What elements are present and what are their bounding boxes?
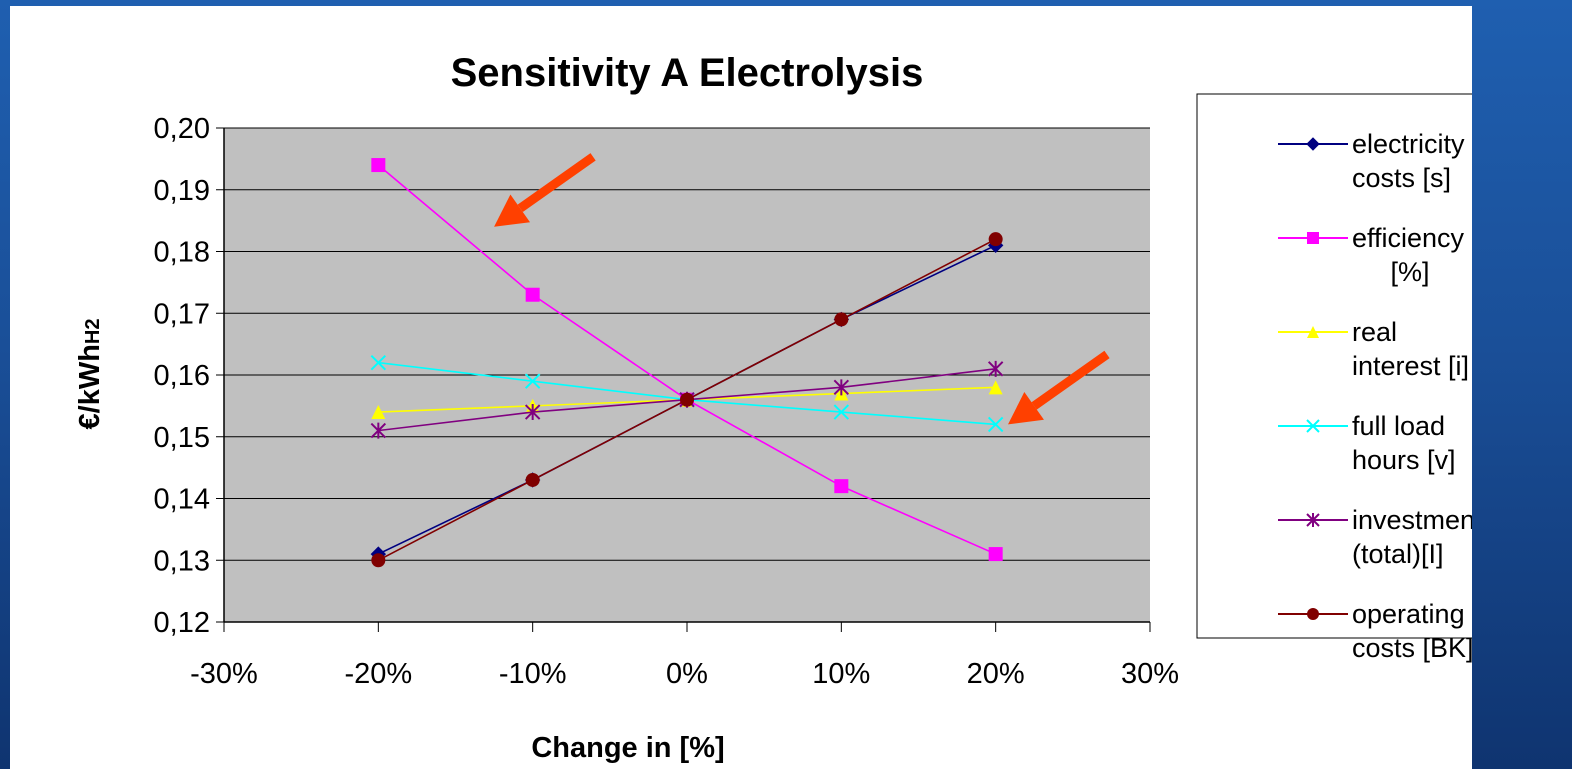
annotations [494,153,1110,425]
y-tick-label: 0,17 [154,298,210,330]
data-point [371,405,386,420]
legend-label: investment [1352,505,1472,535]
y-tick-label: 0,13 [154,545,210,577]
y-tick-label: 0,20 [154,113,210,145]
data-point [987,416,1004,433]
series-layer [370,158,1004,568]
legend-label: hours [v] [1352,445,1456,475]
data-point [987,360,1004,377]
legend-item: real interest [i] [1278,317,1469,381]
legend-label: costs [s] [1352,163,1451,193]
arrow-shaft [1031,350,1110,410]
y-axis-title-main: €/kWh [74,344,106,429]
data-point [371,158,386,173]
legend-label: real [1352,317,1397,347]
data-point [1306,419,1320,433]
slide-panel: Sensitivity A Electrolysis 0,12 0,13 0,14 0… [10,6,1472,769]
data-point [370,422,387,439]
legend-box [1196,93,1472,639]
legend-label: electricity [1352,129,1465,159]
y-tick-label: 0,14 [154,484,210,516]
data-point [371,553,386,568]
data-point [833,404,850,420]
data-point [525,287,540,302]
axes: 0,12 0,13 0,14 0,15 0,16 0,17 0,18 0,19 0,20 -30%… [154,113,1179,690]
series-operating-costs-bk [371,232,1003,568]
y-tick-label: 0,18 [154,237,210,269]
y-axis-title-subscript: H2 [82,319,104,345]
legend-label: operating [1352,599,1465,629]
arrow-shaft [517,153,596,212]
annotation-arrow [494,153,596,227]
annotation-arrow [1008,350,1110,425]
data-point [680,392,694,407]
x-tick-label: -10% [499,658,567,690]
data-point [1307,232,1319,244]
x-tick-label: 0% [666,658,708,690]
data-point [834,312,849,327]
x-tick-label: -30% [190,658,258,690]
chart: Sensitivity A Electrolysis 0,120,130,140… [74,51,1472,764]
data-point [988,547,1003,562]
data-point [1306,137,1320,151]
arrow-head [494,194,531,227]
legend-item: operating costs [BK] [1278,599,1472,663]
data-point [833,379,850,396]
x-tick-label: 30% [1121,658,1179,690]
legend: electricity costs [s] efficiency [%] real int… [1278,129,1472,663]
legend-item: full load hours [v] [1278,411,1456,475]
y-tick-label: 0,19 [154,175,210,207]
arrow-head [1008,392,1044,425]
data-point [524,404,541,421]
y-tick-label: 0,16 [154,360,210,392]
legend-item: electricity costs [s] [1278,129,1465,193]
data-point [525,472,540,487]
data-point [1307,326,1319,338]
data-point [1306,513,1320,527]
x-tick-label: 10% [812,658,870,690]
legend-item: efficiency [%] [1278,223,1465,287]
legend-label: full load [1352,411,1445,441]
data-point [988,232,1003,247]
legend-label: (total)[I] [1352,539,1444,569]
y-tick-label: 0,12 [154,607,210,639]
legend-label: costs [BK] [1352,633,1472,663]
chart-title: Sensitivity A Electrolysis [451,51,924,95]
x-axis-title: Change in [%] [531,732,724,764]
data-point [834,479,849,494]
x-tick-label: -20% [344,658,412,690]
y-axis-title: €/kWhH2 [74,319,106,430]
legend-label: efficiency [1352,223,1465,253]
y-tick-label: 0,15 [154,422,210,454]
legend-label: [%] [1390,257,1429,287]
legend-label: interest [i] [1352,351,1469,381]
data-point [370,354,387,371]
data-point [988,380,1003,395]
legend-item: investment (total)[I] [1278,505,1472,569]
x-tick-label: 20% [967,658,1025,690]
data-point [1307,608,1319,620]
data-point [524,373,541,389]
